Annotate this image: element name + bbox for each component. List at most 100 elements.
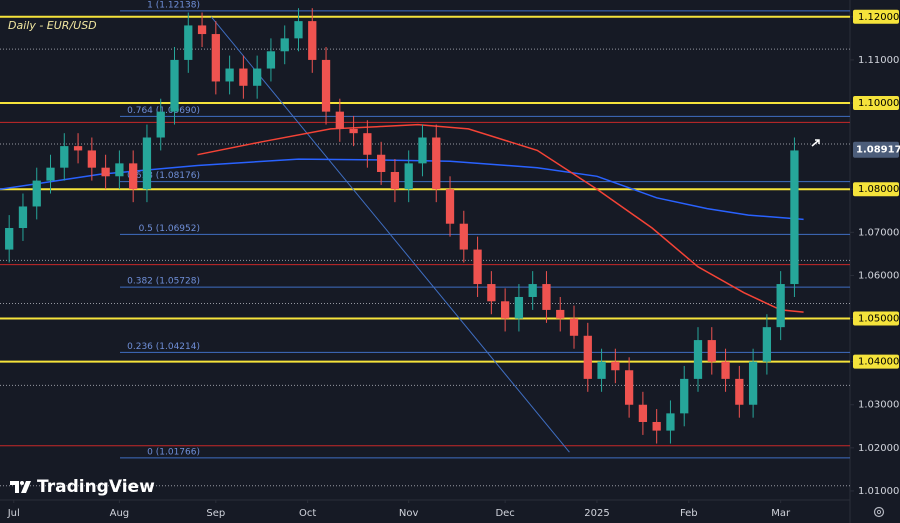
y-tick-label: 1.05000: [858, 314, 899, 325]
candle-body: [308, 21, 317, 60]
candle-body: [142, 137, 152, 190]
candle-body: [418, 137, 427, 164]
cursor-arrow: [811, 139, 820, 147]
x-tick-label: Jul: [7, 508, 20, 519]
candle-body: [32, 180, 41, 207]
candle-body: [445, 189, 455, 224]
candle-body: [321, 59, 331, 112]
gear[interactable]: [873, 506, 885, 518]
x-tick-label: Feb: [680, 508, 698, 519]
y-tick-label: 1.03000: [858, 400, 899, 411]
y-tick-label: 1.10000: [858, 98, 899, 109]
candle-body: [542, 284, 551, 310]
last-price-box: [853, 141, 899, 158]
fib-label: 0.236 (1.04214): [127, 342, 200, 352]
logo-dot: [20, 481, 24, 485]
x-tick-label: Dec: [495, 508, 514, 519]
candle-body: [156, 111, 165, 138]
candle-body: [666, 413, 675, 431]
candle-body: [101, 167, 110, 177]
candle-body: [500, 301, 510, 319]
x-tick-label: Aug: [110, 508, 130, 519]
candle-body: [721, 361, 730, 379]
fib-label: 0.764 (1.09690): [127, 106, 200, 116]
candle-body: [432, 137, 441, 190]
candle-body: [404, 163, 413, 190]
candle-body: [680, 378, 689, 414]
y-tick-label: 1.04000: [858, 357, 899, 368]
candle-body: [652, 421, 661, 431]
candle-body: [225, 68, 234, 82]
y-tick-label: 1.08000: [858, 184, 899, 195]
y-tick-label: 1.01000: [858, 486, 899, 497]
y-tick-label: 1.02000: [858, 443, 899, 454]
candle-body: [487, 284, 496, 302]
candle-body: [5, 228, 14, 250]
candle-body: [776, 284, 785, 328]
y-tick-highlight: [853, 182, 899, 197]
trendline: [210, 16, 570, 453]
candle-body: [266, 51, 276, 69]
candle-body: [611, 361, 620, 371]
candle-body: [349, 128, 358, 134]
fib-label: 0.382 (1.05728): [127, 277, 200, 287]
logo: [10, 481, 31, 493]
candle-body: [129, 163, 138, 190]
settings-icon[interactable]: [873, 506, 885, 518]
candle-body: [335, 111, 344, 129]
chart-title: Daily - EUR/USD: [8, 19, 97, 32]
candle-body: [514, 296, 524, 319]
candle-body: [556, 309, 565, 319]
candle-body: [748, 361, 758, 405]
candle-body: [377, 154, 386, 172]
x-tick-label: Mar: [771, 508, 791, 519]
candle-body: [46, 167, 55, 181]
candle-body: [459, 223, 468, 250]
y-tick-label: 1.12000: [858, 12, 899, 23]
x-tick-label: Nov: [399, 508, 419, 519]
candle-body: [239, 68, 248, 86]
y-tick-label: 1.11000: [858, 55, 899, 66]
x-tick-label: 2025: [584, 508, 609, 519]
candle-body: [735, 378, 744, 405]
candle-body: [197, 25, 207, 35]
gear-center[interactable]: [876, 509, 882, 515]
fib-label: 0 (1.01766): [147, 447, 200, 457]
watermark: TradingView: [37, 477, 155, 497]
candle-body: [624, 370, 634, 405]
x-tick-label: Oct: [299, 508, 316, 519]
candle-body: [583, 335, 592, 379]
candle-body: [60, 146, 69, 168]
candle-body: [638, 404, 648, 422]
candle-body: [170, 59, 179, 112]
candle-body: [115, 163, 124, 177]
candle-body: [73, 146, 83, 151]
candle-body: [184, 25, 193, 60]
candle-body: [597, 361, 606, 379]
y-tick-highlight: [853, 96, 899, 111]
fib-label: 1 (1.12138): [147, 0, 200, 10]
moving-average: [0, 158, 804, 221]
plot-area: 1 (1.12138) 0.764 (1.09690) 0.618 (1.08176…: [0, 0, 850, 487]
moving-average: [197, 123, 804, 313]
candle-body: [87, 150, 96, 168]
candle-body: [280, 38, 289, 52]
y-tick-highlight: [853, 354, 899, 369]
candle-body: [18, 206, 28, 229]
fib-label: 0.618 (1.08176): [127, 171, 200, 181]
logo-mark: [21, 481, 31, 493]
candle-body: [790, 150, 799, 285]
candle-body: [707, 340, 716, 362]
candle-body: [294, 21, 303, 39]
candle-body: [528, 284, 537, 297]
y-tick-label: 1.06000: [858, 270, 899, 281]
candle-body: [473, 249, 482, 285]
x-tick-label: Sep: [206, 508, 225, 519]
last-price-label: 1.08917: [856, 145, 900, 156]
candle-body: [569, 318, 579, 336]
y-tick-label: 1.07000: [858, 227, 899, 238]
candle-body: [363, 133, 372, 155]
candle-body: [390, 171, 400, 190]
